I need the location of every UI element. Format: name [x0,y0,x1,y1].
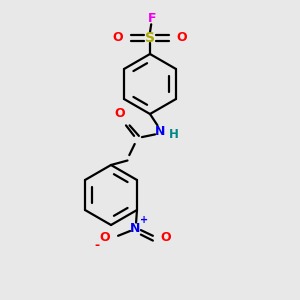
Text: S: S [145,31,155,44]
Text: N: N [130,222,141,235]
Text: O: O [177,31,188,44]
Text: O: O [100,231,110,244]
Text: O: O [115,107,125,120]
Text: H: H [169,128,179,142]
Text: O: O [112,31,123,44]
Text: -: - [94,239,100,253]
Text: O: O [161,231,171,244]
Text: F: F [148,12,157,26]
Text: +: + [140,215,148,225]
Text: N: N [155,125,166,139]
